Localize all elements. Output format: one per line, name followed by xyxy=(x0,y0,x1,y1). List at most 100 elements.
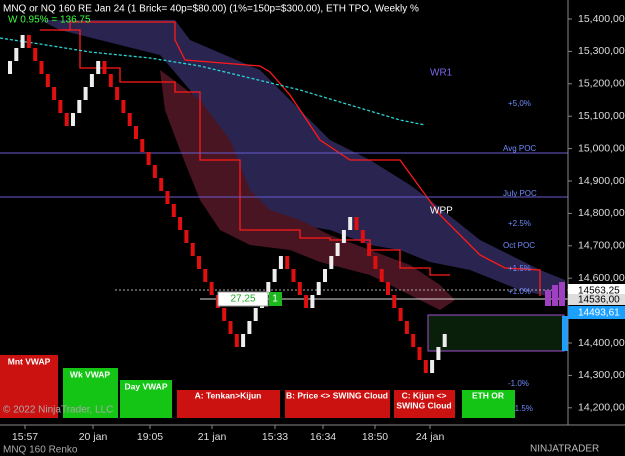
price-label: 15,400,00 xyxy=(578,13,625,25)
brick xyxy=(184,230,189,243)
button[interactable] xyxy=(63,368,118,418)
brick xyxy=(77,100,82,113)
button[interactable] xyxy=(177,390,280,418)
brick xyxy=(71,113,75,126)
price-bar xyxy=(562,316,568,351)
brick xyxy=(430,360,435,373)
brick xyxy=(329,256,334,269)
brick xyxy=(386,282,390,295)
brick xyxy=(152,165,157,178)
swing-cloud xyxy=(40,20,565,300)
price-marker xyxy=(568,306,625,319)
moving-average xyxy=(0,37,426,126)
percent-label: -1.0% xyxy=(508,379,529,388)
brick xyxy=(45,74,50,87)
position-box[interactable] xyxy=(269,292,282,306)
price-label: 15,000,00 xyxy=(578,142,625,154)
chart-subtitle: W 0.95% = 136.75 xyxy=(8,15,91,26)
brick xyxy=(398,308,403,321)
brick xyxy=(392,295,397,308)
button-label: Wk VWAP xyxy=(70,369,110,379)
pivot-label: WR1 xyxy=(430,68,453,79)
price-marker-label: 14536,00 xyxy=(578,295,620,306)
time-label: 20 jan xyxy=(79,431,108,443)
copyright: © 2022 NinjaTrader, LLC xyxy=(3,405,113,416)
time-label: 15:33 xyxy=(262,431,288,443)
brick xyxy=(14,48,19,61)
percent-label: +2.5% xyxy=(508,219,531,228)
brick xyxy=(127,113,132,126)
button-label: B: Price <> SWING Cloud xyxy=(286,390,388,400)
price-label: 14,600,00 xyxy=(578,272,625,284)
price-label: 15,200,00 xyxy=(578,78,625,90)
price-label: 14,700,00 xyxy=(578,240,625,252)
plot-area xyxy=(0,20,568,373)
brick xyxy=(171,204,176,217)
button[interactable] xyxy=(394,390,455,418)
percent-label: +1.0% xyxy=(508,287,531,296)
button[interactable] xyxy=(285,390,390,418)
brick xyxy=(442,334,447,347)
brick xyxy=(134,126,138,139)
time-label: 24 jan xyxy=(416,431,445,443)
brick xyxy=(247,321,252,334)
price-axis: 15,400,00 15,300,00 15,200,00 15,100,00 15,0… xyxy=(568,13,625,414)
button-label: Day VWAP xyxy=(125,381,168,391)
price-label: 15,100,00 xyxy=(578,110,625,122)
brick xyxy=(404,321,409,334)
price-marker-label: 14493,61 xyxy=(578,308,620,319)
brick xyxy=(241,334,246,347)
ichimoku-cloud xyxy=(160,70,455,310)
brick xyxy=(367,243,372,256)
brick xyxy=(310,295,315,308)
button-label: ETH OR xyxy=(472,390,504,400)
button-label: C: Kijun <> xyxy=(402,390,447,400)
brick xyxy=(323,269,327,282)
brand: NINJATRADER xyxy=(530,444,599,455)
brick xyxy=(209,282,214,295)
button[interactable] xyxy=(0,355,58,418)
time-label: 16:34 xyxy=(310,431,336,443)
brick xyxy=(341,230,346,243)
brick xyxy=(115,87,120,100)
time-label: 18:50 xyxy=(362,431,388,443)
percent-label: +5,0% xyxy=(508,99,531,108)
brick xyxy=(165,191,170,204)
brick xyxy=(52,87,57,100)
poc-label: Oct POC xyxy=(503,241,535,250)
brick xyxy=(348,217,353,230)
quantity-box[interactable] xyxy=(217,291,269,307)
price-marker xyxy=(568,284,625,297)
brick xyxy=(33,48,38,61)
brick xyxy=(96,61,101,74)
brick xyxy=(178,217,183,230)
brick xyxy=(89,74,94,87)
brick xyxy=(411,334,416,347)
brick xyxy=(39,61,44,74)
brick xyxy=(8,61,12,74)
indicator-buttons: Mnt VWAP Wk VWAP Day VWAP A: Tenkan>Kiju… xyxy=(0,355,515,418)
button-label: SWING Cloud xyxy=(396,400,451,410)
instrument-label: MNQ 160 Renko xyxy=(3,445,78,456)
brick xyxy=(373,256,378,269)
button[interactable] xyxy=(462,390,515,418)
button[interactable] xyxy=(120,380,172,418)
poc-label: July POC xyxy=(503,189,537,198)
brick xyxy=(234,334,239,347)
price-label: 14,200,00 xyxy=(578,402,625,414)
brick xyxy=(297,282,302,295)
kijun-line xyxy=(60,29,450,276)
brick xyxy=(316,282,321,295)
brick xyxy=(83,87,88,100)
price-label: 14,400,00 xyxy=(578,337,625,349)
quantity-value: 27,25 xyxy=(230,294,255,305)
brick xyxy=(190,243,195,256)
price-label: 15,300,00 xyxy=(578,45,625,57)
brick xyxy=(335,243,340,256)
brick xyxy=(304,295,309,308)
brick xyxy=(278,256,283,269)
brick xyxy=(58,100,63,113)
time-label: 15:57 xyxy=(12,431,38,443)
brick xyxy=(417,347,422,360)
